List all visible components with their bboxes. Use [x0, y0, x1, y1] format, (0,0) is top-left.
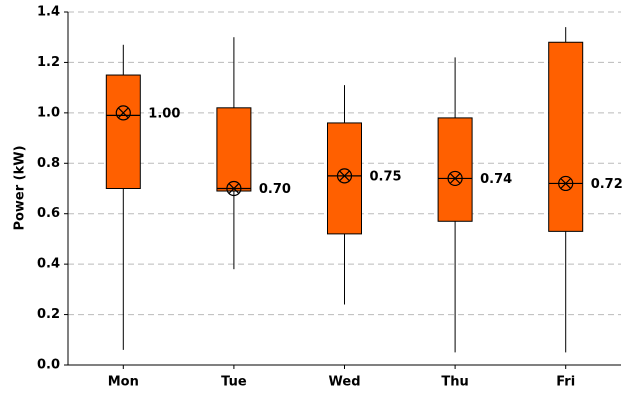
- mean-marker: [558, 175, 574, 192]
- mean-marker-cross: [339, 170, 350, 182]
- value-label: 0.74: [480, 172, 512, 187]
- mean-marker: [447, 170, 463, 187]
- x-tick-label: Tue: [221, 375, 247, 390]
- mean-marker-cross: [560, 178, 572, 189]
- mean-marker: [226, 180, 242, 197]
- x-tick-label: Mon: [108, 375, 139, 390]
- y-axis-label: Power (kW): [13, 145, 28, 230]
- box: [437, 117, 473, 222]
- y-tick-label: 0.0: [37, 358, 60, 373]
- mean-marker: [336, 168, 353, 184]
- mean-marker-cross: [449, 173, 461, 184]
- x-tick-label: Fri: [556, 375, 575, 390]
- y-tick-label: 1.0: [37, 105, 60, 120]
- y-tick-label: 0.2: [37, 307, 60, 322]
- y-tick-label: 1.2: [37, 55, 60, 70]
- box: [105, 74, 141, 189]
- mean-marker-cross: [117, 107, 129, 119]
- value-label: 0.70: [259, 182, 291, 197]
- y-tick-label: 0.4: [37, 257, 60, 272]
- box: [548, 41, 584, 232]
- value-label: 0.72: [591, 177, 622, 192]
- y-tick-label: 0.6: [37, 206, 60, 221]
- mean-marker: [115, 105, 131, 121]
- x-tick-label: Wed: [329, 375, 361, 390]
- y-tick-label: 0.8: [37, 156, 60, 171]
- x-tick-label: Thu: [441, 375, 468, 390]
- value-label: 0.75: [370, 169, 402, 184]
- box: [216, 107, 252, 192]
- mean-marker-cross: [228, 183, 240, 194]
- y-tick-label: 1.4: [37, 5, 60, 20]
- box: [327, 122, 362, 235]
- value-label: 1.00: [148, 106, 180, 121]
